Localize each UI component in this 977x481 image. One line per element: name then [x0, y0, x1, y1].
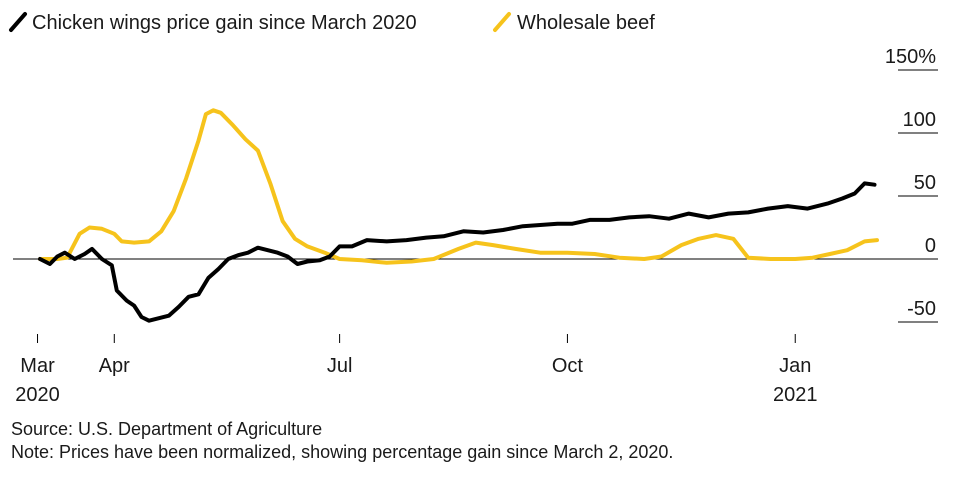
y-tick-label-3: 0	[925, 235, 936, 257]
y-tick-label-2: 50	[914, 172, 936, 194]
source-note: Source: U.S. Department of Agriculture	[11, 419, 322, 439]
y-tick-label-4: -50	[907, 298, 936, 320]
x-tick-year-0: 2020	[15, 384, 60, 406]
legend-label-chicken-wings: Chicken wings price gain since March 202…	[32, 12, 417, 34]
x-tick-year-4: 2021	[773, 384, 818, 406]
normalization-note: Note: Prices have been normalized, showi…	[11, 442, 673, 462]
y-axis: 150% 100 50 0 -50	[885, 46, 938, 323]
series-line-chicken-wings	[38, 181, 877, 323]
x-tick-label-0: Mar	[20, 355, 55, 377]
legend-label-wholesale-beef: Wholesale beef	[517, 12, 655, 34]
legend: Chicken wings price gain since March 202…	[9, 12, 655, 34]
x-tick-label-3: Oct	[552, 355, 584, 377]
x-tick-label-4: Jan	[779, 355, 811, 377]
x-tick-label-2: Jul	[327, 355, 353, 377]
series-line-wholesale-beef	[38, 108, 879, 265]
series-layer	[38, 108, 879, 323]
y-tick-label-0: 150%	[885, 46, 936, 68]
legend-swatch-wholesale-beef	[493, 12, 511, 32]
y-tick-label-1: 100	[903, 109, 936, 131]
x-axis: Mar 2020 Apr Jul Oct Jan 2021	[15, 334, 817, 406]
legend-swatch-chicken-wings	[9, 12, 27, 32]
x-tick-label-1: Apr	[99, 355, 130, 377]
